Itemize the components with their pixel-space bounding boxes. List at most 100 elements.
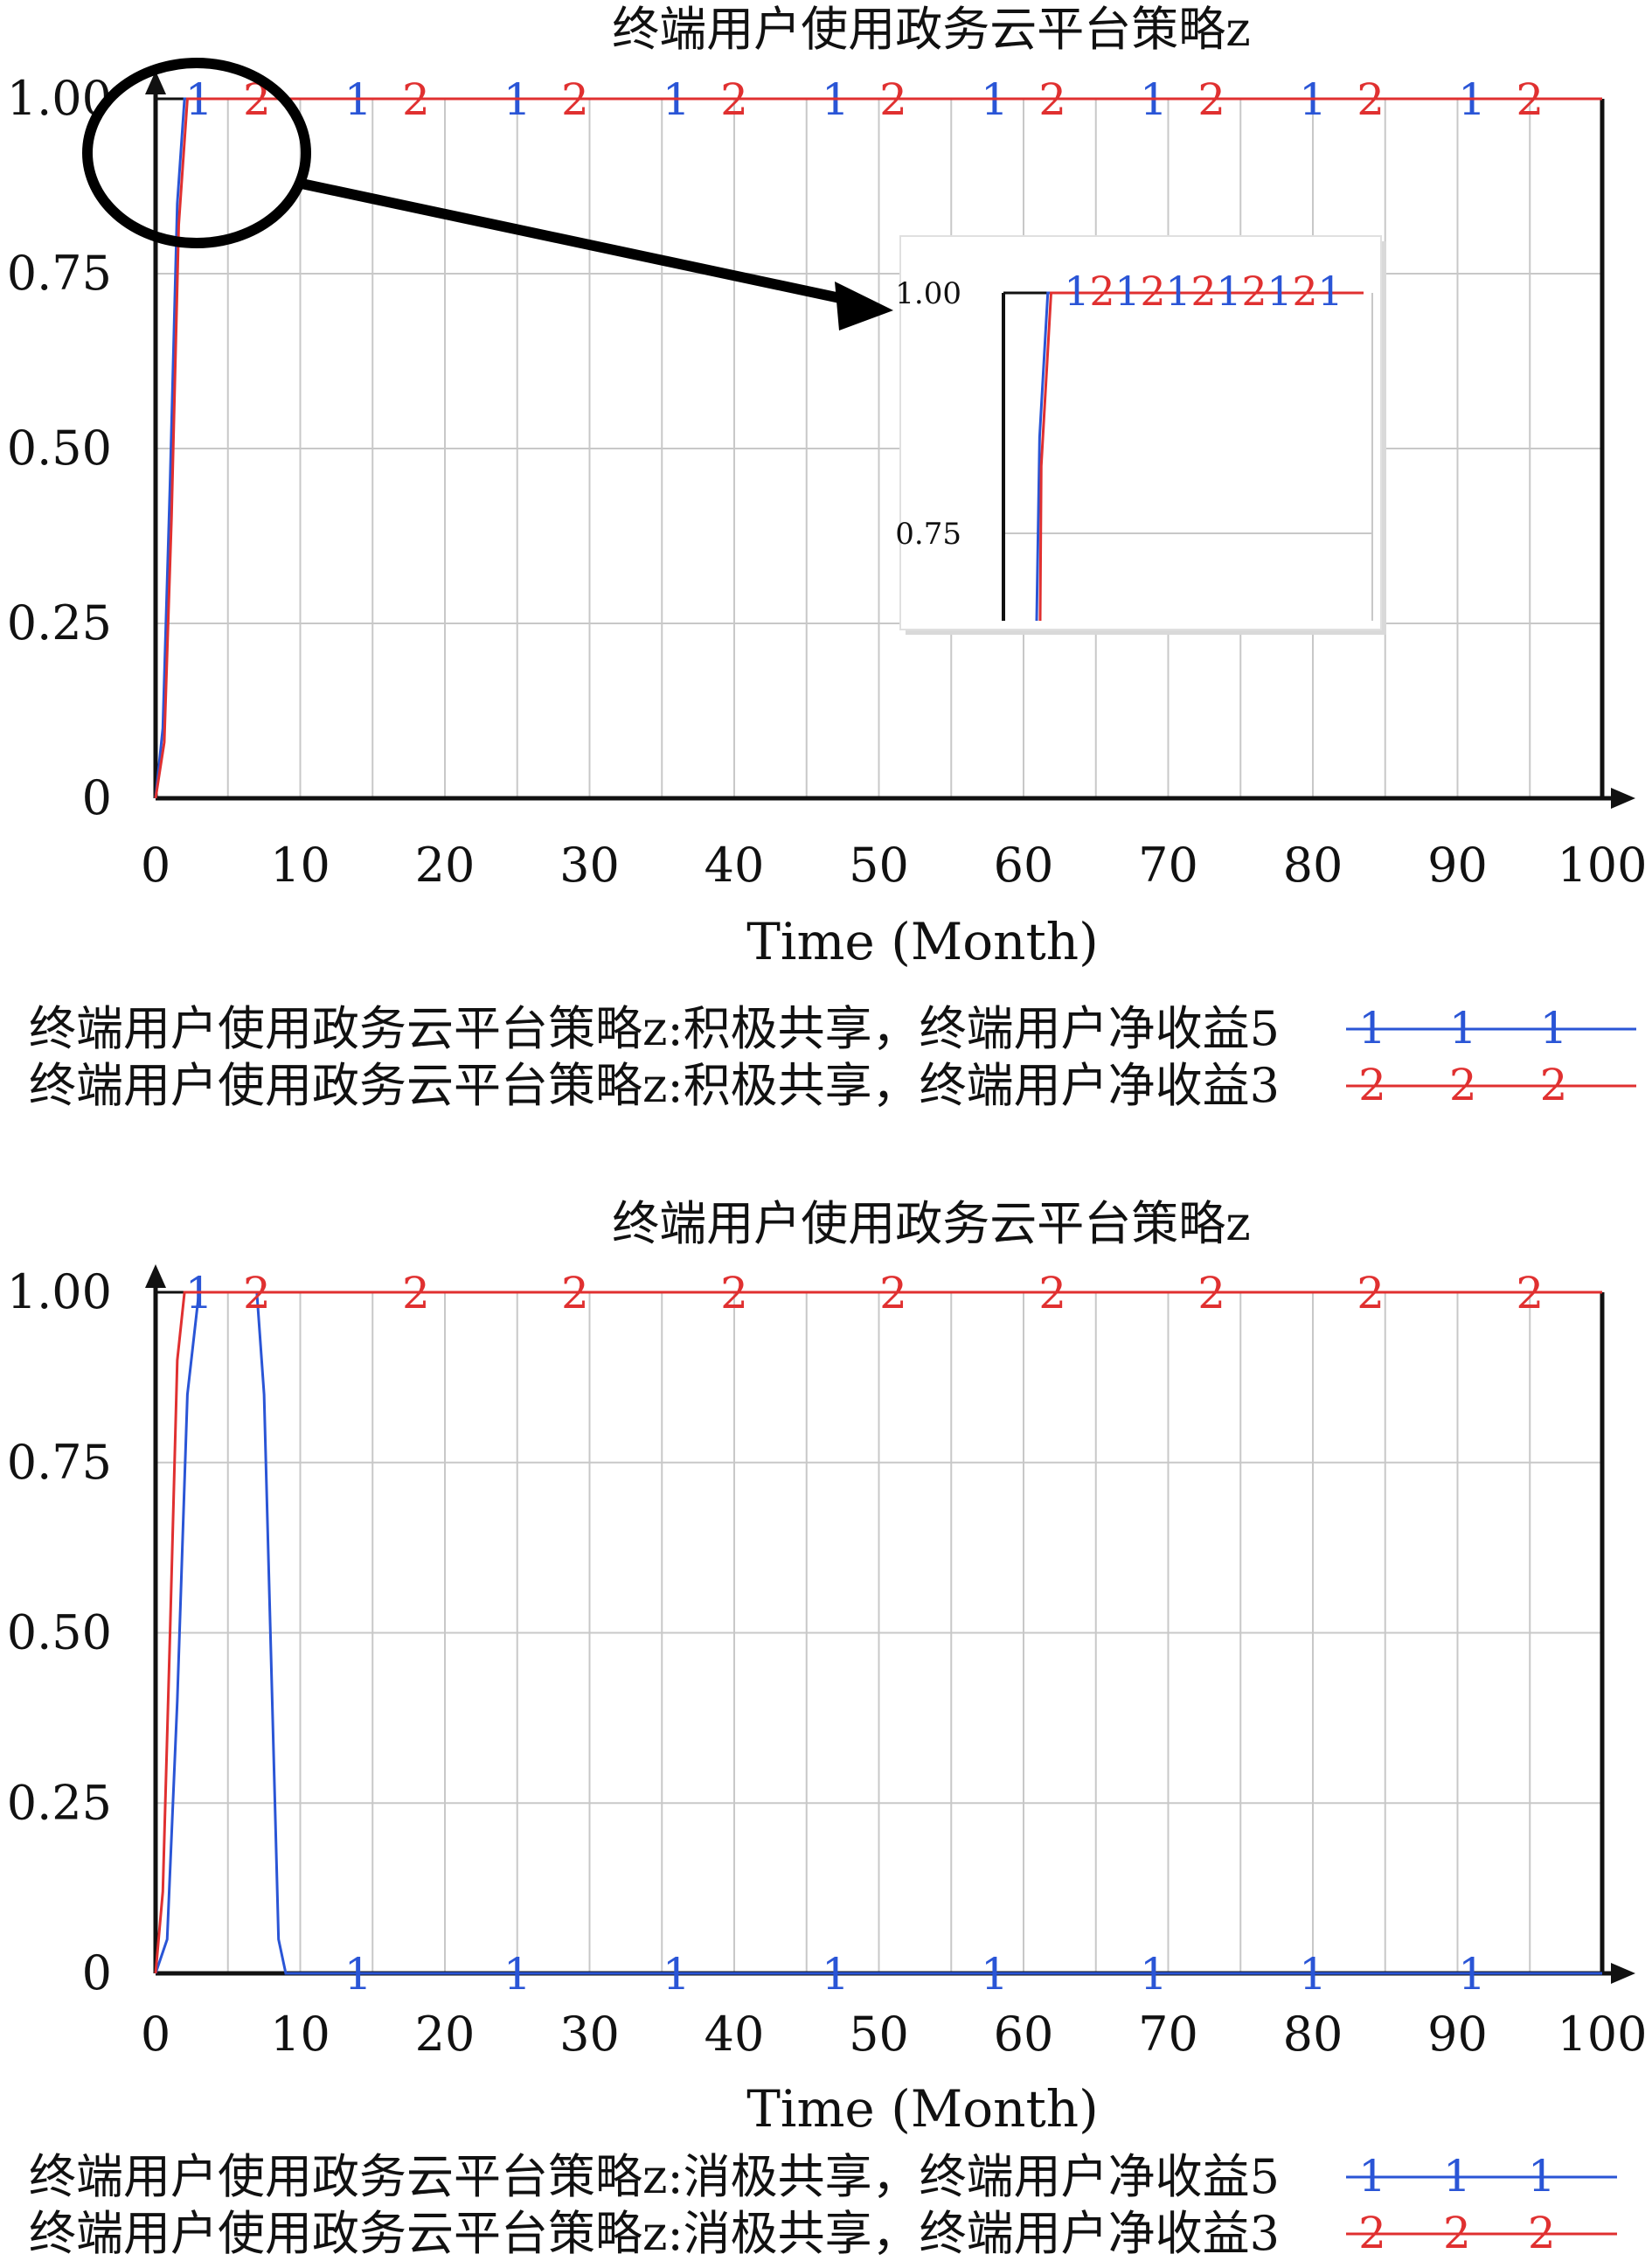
x-tick-label: 80 bbox=[1283, 2007, 1343, 2062]
inset-series-marker: 2 bbox=[1140, 268, 1165, 315]
series-marker: 2 bbox=[1357, 1268, 1385, 1318]
x-tick-label: 80 bbox=[1283, 838, 1343, 893]
y-tick-label: 0.75 bbox=[7, 246, 112, 301]
x-tick-label: 60 bbox=[994, 2007, 1054, 2062]
x-axis-label: Time (Month) bbox=[746, 2079, 1099, 2139]
x-tick-label: 40 bbox=[705, 2007, 765, 2062]
inset-series-marker: 2 bbox=[1190, 268, 1216, 315]
y-tick-label: 0.25 bbox=[7, 1775, 112, 1830]
series-marker: 1 bbox=[344, 1949, 372, 2000]
inset-panel bbox=[899, 235, 1382, 630]
legend-marker: 1 bbox=[1540, 1003, 1568, 1054]
x-tick-label: 0 bbox=[141, 2007, 170, 2062]
series-marker: 1 bbox=[663, 1949, 691, 2000]
legend-marker: 1 bbox=[1449, 1003, 1477, 1054]
series-marker: 2 bbox=[1197, 1268, 1225, 1318]
series-marker: 2 bbox=[879, 74, 907, 125]
series-markers-2: 2 2 2 2 2 2 2 2 2 bbox=[243, 1268, 1544, 1318]
inset-y-tick-label: 1.00 bbox=[895, 276, 961, 311]
series-marker: 1 bbox=[1140, 1949, 1168, 2000]
series-marker: 2 bbox=[1516, 1268, 1544, 1318]
x-tick-label: 10 bbox=[270, 838, 330, 893]
inset-series-marker: 1 bbox=[1317, 268, 1343, 315]
series-marker: 1 bbox=[1299, 1949, 1327, 2000]
inset-series-marker: 1 bbox=[1216, 268, 1241, 315]
series-marker: 2 bbox=[402, 74, 430, 125]
x-tick-label: 50 bbox=[849, 838, 909, 893]
y-tick-label: 0.25 bbox=[7, 595, 112, 650]
series-marker: 2 bbox=[243, 1268, 271, 1318]
legend-marker: 1 bbox=[1528, 2151, 1556, 2202]
chart-title: 终端用户使用政务云平台策略z bbox=[612, 1196, 1250, 1251]
chart-2: 终端用户使用政务云平台策略z 0 10 20 30 40 50 60 70 80 90 100 0 0.2… bbox=[7, 1196, 1648, 2261]
y-axis-arrow bbox=[145, 71, 166, 94]
inset-series-marker: 1 bbox=[1064, 268, 1089, 315]
legend-label-2: 终端用户使用政务云平台策略z:积极共享，终端用户净收益3 bbox=[29, 1058, 1280, 1113]
zoom-arrow-head bbox=[835, 282, 893, 330]
series-marker: 2 bbox=[1038, 74, 1066, 125]
series-marker: 2 bbox=[879, 1268, 907, 1318]
x-tick-label: 90 bbox=[1427, 838, 1488, 893]
inset-series-marker: 1 bbox=[1165, 268, 1190, 315]
x-tick-label: 20 bbox=[415, 838, 475, 893]
series-marker: 2 bbox=[1516, 74, 1544, 125]
series-line-2 bbox=[154, 1291, 1602, 1974]
legend-label-2: 终端用户使用政务云平台策略z:消极共享，终端用户净收益3 bbox=[29, 2206, 1280, 2261]
y-tick-label: 0 bbox=[82, 770, 112, 825]
series-marker: 1 bbox=[503, 1949, 531, 2000]
series-marker: 2 bbox=[561, 74, 589, 125]
inset-series-marker: 2 bbox=[1089, 268, 1114, 315]
y-tick-label: 0.50 bbox=[7, 421, 112, 476]
y-axis-arrow bbox=[145, 1264, 166, 1288]
legend-marker: 1 bbox=[1358, 1003, 1386, 1054]
series-marker: 2 bbox=[720, 74, 748, 125]
x-tick-label: 100 bbox=[1557, 2007, 1647, 2062]
grid bbox=[156, 1292, 1602, 1973]
series-marker: 2 bbox=[1038, 1268, 1066, 1318]
legend-marker: 1 bbox=[1358, 2151, 1386, 2202]
series-marker: 2 bbox=[1197, 74, 1225, 125]
zoom-arrow-line bbox=[300, 178, 858, 307]
inset-series-marker: 1 bbox=[1267, 268, 1292, 315]
inset-y-tick-label: 0.75 bbox=[895, 517, 961, 552]
x-tick-label: 100 bbox=[1557, 838, 1647, 893]
series-marker: 1 bbox=[822, 1949, 850, 2000]
chart-1: 终端用户使用政务云平台策略z 0 10 20 30 40 50 60 70 80 90 100 0 0.2… bbox=[7, 2, 1648, 1113]
legend-label-1: 终端用户使用政务云平台策略z:消极共享，终端用户净收益5 bbox=[29, 2149, 1280, 2204]
series-marker: 2 bbox=[1357, 74, 1385, 125]
x-axis-label: Time (Month) bbox=[746, 912, 1099, 971]
x-tick-label: 40 bbox=[705, 838, 765, 893]
legend-marker: 1 bbox=[1443, 2151, 1471, 2202]
x-tick-label: 70 bbox=[1138, 2007, 1198, 2062]
legend-marker: 2 bbox=[1528, 2208, 1556, 2258]
series-marker: 2 bbox=[402, 1268, 430, 1318]
x-axis-arrow bbox=[1611, 1963, 1635, 1984]
series-line-2 bbox=[154, 97, 1602, 799]
x-tick-label: 30 bbox=[559, 838, 620, 893]
x-tick-label: 70 bbox=[1138, 838, 1198, 893]
y-tick-label: 0 bbox=[82, 1945, 112, 2000]
legend-marker: 2 bbox=[1449, 1060, 1477, 1110]
series-marker: 1 bbox=[1458, 1949, 1486, 2000]
series-marker: 1 bbox=[981, 1949, 1009, 2000]
x-axis-arrow bbox=[1611, 788, 1635, 809]
legend-marker: 2 bbox=[1443, 2208, 1471, 2258]
x-tick-label: 30 bbox=[559, 2007, 620, 2062]
inset-series-marker: 2 bbox=[1292, 268, 1317, 315]
series-marker: 2 bbox=[561, 1268, 589, 1318]
inset-series-marker: 2 bbox=[1241, 268, 1267, 315]
legend-marker: 2 bbox=[1358, 1060, 1386, 1110]
chart-title: 终端用户使用政务云平台策略z bbox=[612, 2, 1250, 57]
zoom-circle bbox=[82, 58, 311, 248]
inset-series-line-2 bbox=[1038, 291, 1364, 622]
legend-marker: 2 bbox=[1358, 2208, 1386, 2258]
x-tick-label: 0 bbox=[141, 838, 170, 893]
x-tick-label: 50 bbox=[849, 2007, 909, 2062]
series-marker: 2 bbox=[720, 1268, 748, 1318]
x-tick-label: 10 bbox=[270, 2007, 330, 2062]
y-tick-label: 0.75 bbox=[7, 1435, 112, 1490]
legend-marker: 2 bbox=[1540, 1060, 1568, 1110]
inset-series-marker: 1 bbox=[1114, 268, 1140, 315]
y-tick-label: 0.50 bbox=[7, 1605, 112, 1660]
